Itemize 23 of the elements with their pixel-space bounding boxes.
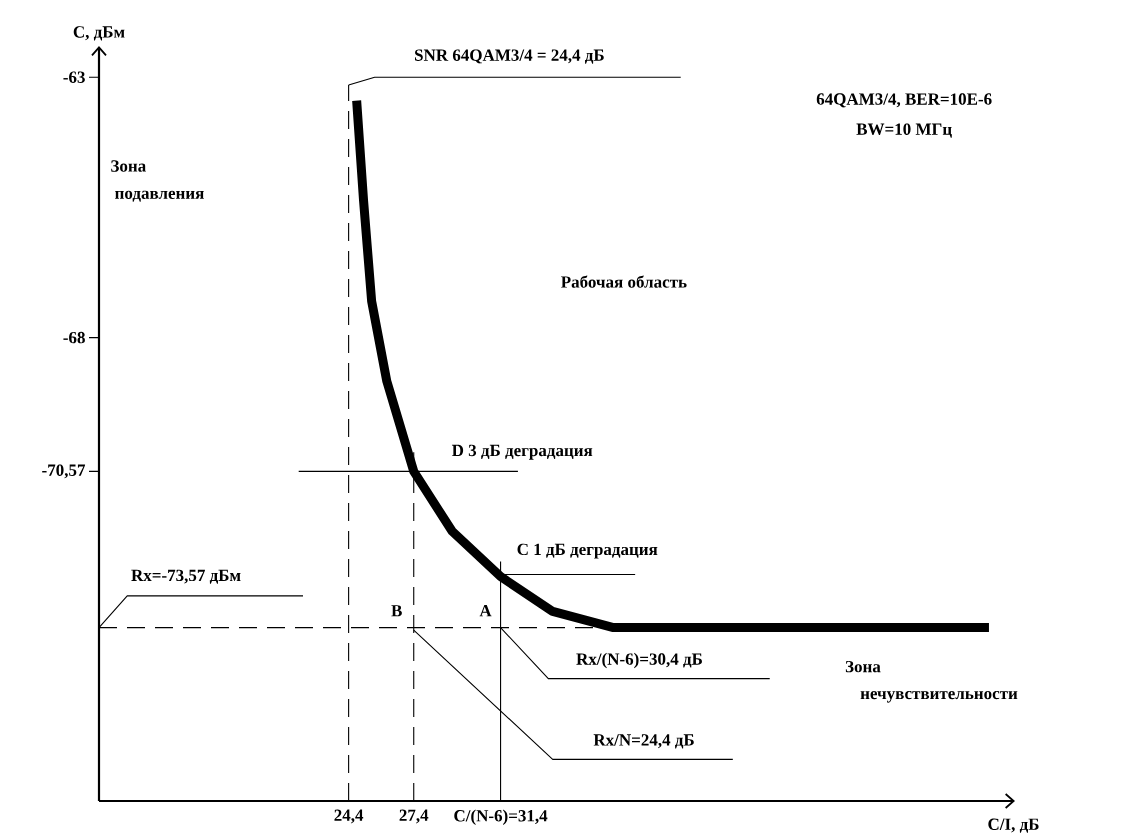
- annotation: D 3 дБ деградация: [451, 444, 593, 460]
- y-axis-title: C, дБм: [73, 26, 125, 41]
- annotation: Зона: [845, 660, 881, 673]
- annotation: Rx/(N-6)=30,4 дБ: [576, 652, 702, 669]
- annotation: Rx/N=24,4 дБ: [593, 734, 694, 749]
- annotation: BW=10 МГц: [856, 123, 952, 138]
- x-tick-label: 27,4: [399, 809, 429, 824]
- y-tick-label: -68: [63, 331, 85, 344]
- annotation: подавления: [115, 190, 204, 202]
- annotation: SNR 64QAM3/4 = 24,4 дБ: [415, 49, 604, 64]
- y-tick-label: -63: [63, 71, 85, 83]
- annotation: A: [479, 605, 492, 617]
- x-tick-label: C/(N-6)=31,4: [454, 809, 548, 825]
- annotation: B: [391, 605, 402, 617]
- y-tick-label: -70,57: [42, 464, 86, 479]
- annotation: нечувствительности: [860, 690, 1018, 703]
- annotation: Рабочая область: [561, 275, 687, 288]
- annotation: Rx=-73,57 дБм: [131, 569, 241, 584]
- x-axis-title: C/I, дБ: [988, 818, 1039, 833]
- annotation: Зона: [111, 160, 146, 172]
- x-tick-label: 24,4: [334, 809, 364, 824]
- annotation: 64QAM3/4, BER=10E-6: [816, 93, 992, 108]
- annotation: C 1 дБ деградация: [517, 543, 658, 559]
